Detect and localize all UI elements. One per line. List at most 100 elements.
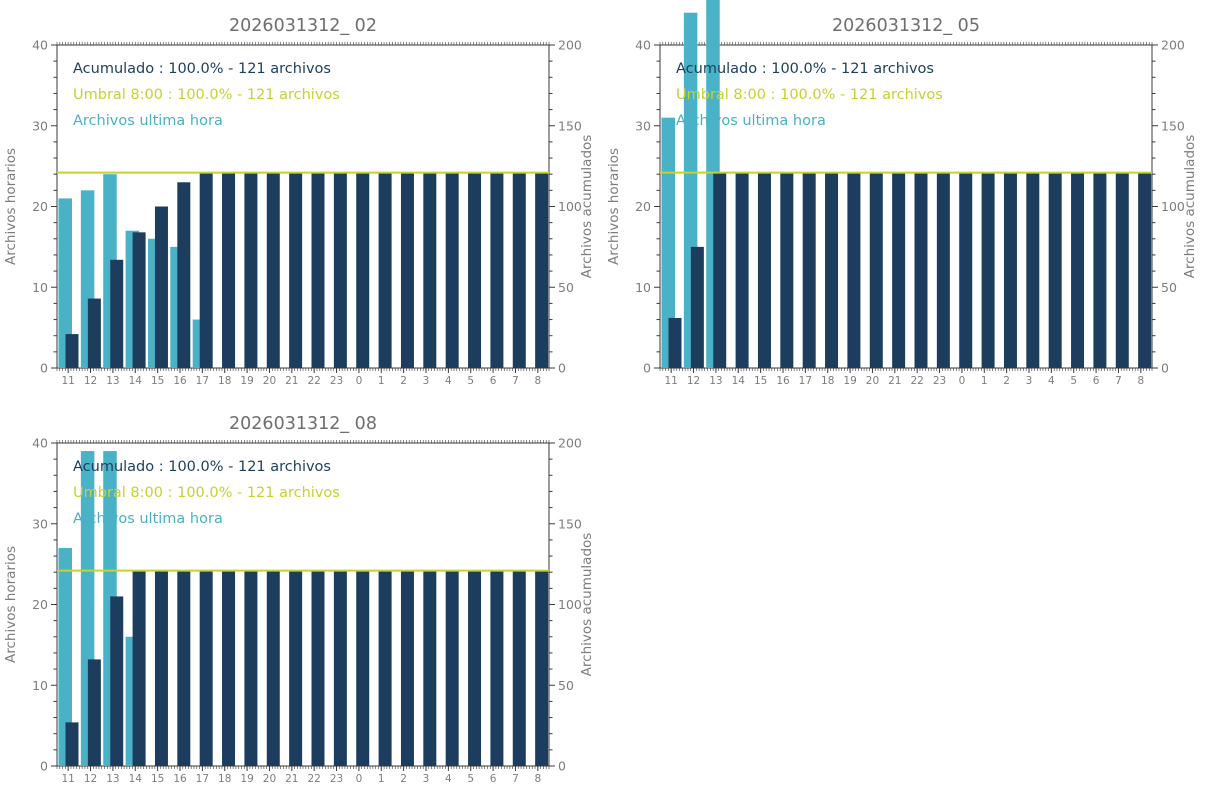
svg-text:8: 8 <box>534 375 541 387</box>
svg-text:23: 23 <box>933 375 946 387</box>
svg-text:4: 4 <box>445 375 452 387</box>
svg-text:2026031312_ 02: 2026031312_ 02 <box>229 16 377 36</box>
svg-text:Archivos acumulados: Archivos acumulados <box>1182 135 1198 279</box>
svg-text:11: 11 <box>61 773 74 785</box>
svg-text:Acumulado : 100.0% - 121 archi: Acumulado : 100.0% - 121 archivos <box>73 61 331 77</box>
svg-text:3: 3 <box>423 773 430 785</box>
svg-text:3: 3 <box>423 375 430 387</box>
svg-text:Acumulado : 100.0% - 121 archi: Acumulado : 100.0% - 121 archivos <box>73 459 331 475</box>
svg-text:10: 10 <box>32 678 48 693</box>
svg-text:150: 150 <box>558 516 582 531</box>
svg-text:Umbral 8:00 : 100.0% - 121 arc: Umbral 8:00 : 100.0% - 121 archivos <box>676 87 943 103</box>
svg-text:Archivos ultima hora: Archivos ultima hora <box>73 113 223 129</box>
svg-text:14: 14 <box>732 375 746 387</box>
svg-text:7: 7 <box>512 773 519 785</box>
svg-text:14: 14 <box>129 375 143 387</box>
svg-text:6: 6 <box>1093 375 1100 387</box>
svg-text:12: 12 <box>84 375 97 387</box>
svg-text:20: 20 <box>263 773 276 785</box>
svg-text:17: 17 <box>196 773 209 785</box>
svg-text:10: 10 <box>32 280 48 295</box>
svg-text:21: 21 <box>285 375 298 387</box>
svg-text:19: 19 <box>240 773 253 785</box>
svg-text:18: 18 <box>218 375 231 387</box>
svg-text:200: 200 <box>558 436 582 451</box>
svg-text:6: 6 <box>490 375 497 387</box>
svg-text:8: 8 <box>1137 375 1144 387</box>
svg-text:5: 5 <box>467 773 474 785</box>
svg-text:0: 0 <box>643 361 651 376</box>
svg-text:20: 20 <box>32 597 48 612</box>
svg-text:21: 21 <box>888 375 901 387</box>
svg-text:2: 2 <box>400 375 407 387</box>
svg-text:16: 16 <box>173 773 187 785</box>
svg-text:30: 30 <box>32 516 48 531</box>
empty-cell <box>603 398 1206 796</box>
svg-text:200: 200 <box>558 38 582 53</box>
svg-text:1: 1 <box>981 375 988 387</box>
svg-text:18: 18 <box>218 773 231 785</box>
svg-text:12: 12 <box>687 375 700 387</box>
svg-text:40: 40 <box>635 38 651 53</box>
svg-text:20: 20 <box>866 375 879 387</box>
svg-text:Acumulado : 100.0% - 121 archi: Acumulado : 100.0% - 121 archivos <box>676 61 934 77</box>
svg-text:13: 13 <box>106 773 119 785</box>
svg-text:18: 18 <box>821 375 834 387</box>
svg-text:1: 1 <box>378 375 385 387</box>
svg-text:Archivos ultima hora: Archivos ultima hora <box>73 511 223 527</box>
svg-text:0: 0 <box>959 375 966 387</box>
svg-text:15: 15 <box>754 375 767 387</box>
svg-text:0: 0 <box>1161 361 1169 376</box>
svg-text:2: 2 <box>400 773 407 785</box>
svg-text:0: 0 <box>40 759 48 774</box>
svg-text:11: 11 <box>61 375 74 387</box>
svg-text:12: 12 <box>84 773 97 785</box>
svg-text:16: 16 <box>173 375 187 387</box>
svg-text:23: 23 <box>330 773 343 785</box>
svg-text:40: 40 <box>32 38 48 53</box>
svg-text:Umbral 8:00 : 100.0% - 121 arc: Umbral 8:00 : 100.0% - 121 archivos <box>73 87 340 103</box>
svg-text:40: 40 <box>32 436 48 451</box>
svg-text:100: 100 <box>1161 199 1185 214</box>
svg-text:22: 22 <box>307 375 320 387</box>
svg-text:150: 150 <box>1161 118 1185 133</box>
svg-text:23: 23 <box>330 375 343 387</box>
svg-text:100: 100 <box>558 597 582 612</box>
chart-panel-05: 0 10 20 30 40 0 50 100 150 200 11 12 13 14 15 16 17 18 19 2… <box>603 0 1206 398</box>
svg-text:30: 30 <box>635 118 651 133</box>
svg-text:50: 50 <box>558 280 574 295</box>
chart-panel-08: 0 10 20 30 40 0 50 100 150 200 11 12 13 14 15 16 17 18 19 2… <box>0 398 603 796</box>
svg-text:150: 150 <box>558 118 582 133</box>
svg-text:8: 8 <box>534 773 541 785</box>
svg-text:4: 4 <box>445 773 452 785</box>
svg-text:1: 1 <box>378 773 385 785</box>
svg-text:7: 7 <box>512 375 519 387</box>
svg-text:4: 4 <box>1048 375 1055 387</box>
svg-text:30: 30 <box>32 118 48 133</box>
svg-text:20: 20 <box>263 375 276 387</box>
svg-text:50: 50 <box>558 678 574 693</box>
svg-text:6: 6 <box>490 773 497 785</box>
svg-text:15: 15 <box>151 375 164 387</box>
svg-text:16: 16 <box>776 375 790 387</box>
svg-text:19: 19 <box>843 375 856 387</box>
svg-text:13: 13 <box>106 375 119 387</box>
svg-text:22: 22 <box>307 773 320 785</box>
svg-text:21: 21 <box>285 773 298 785</box>
svg-text:10: 10 <box>635 280 651 295</box>
svg-text:Archivos horarios: Archivos horarios <box>606 148 622 265</box>
svg-text:20: 20 <box>635 199 651 214</box>
svg-text:2026031312_ 05: 2026031312_ 05 <box>832 16 980 36</box>
svg-text:5: 5 <box>1070 375 1077 387</box>
svg-text:7: 7 <box>1115 375 1122 387</box>
svg-text:Archivos horarios: Archivos horarios <box>3 546 19 663</box>
svg-text:17: 17 <box>196 375 209 387</box>
svg-text:13: 13 <box>709 375 722 387</box>
svg-text:0: 0 <box>558 361 566 376</box>
svg-text:11: 11 <box>664 375 677 387</box>
svg-text:2: 2 <box>1003 375 1010 387</box>
svg-text:Archivos horarios: Archivos horarios <box>3 148 19 265</box>
